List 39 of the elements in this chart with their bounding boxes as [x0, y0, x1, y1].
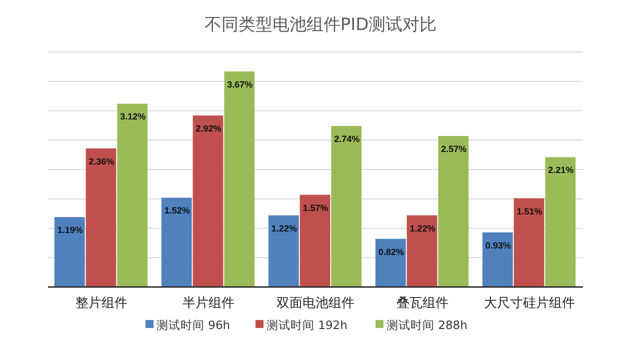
x-tick-label: 双面电池组件 [276, 296, 354, 311]
legend-label: 测试时间 192h [266, 318, 348, 332]
data-label: 0.93% [485, 240, 511, 250]
legend-label: 测试时间 96h [156, 318, 230, 332]
bar [545, 157, 576, 287]
data-label: 2.36% [88, 156, 114, 166]
bar [514, 198, 544, 287]
bar [224, 71, 255, 287]
data-label: 1.51% [516, 206, 542, 216]
bar [268, 215, 299, 287]
data-label: 2.21% [548, 165, 574, 176]
data-label: 2.74% [334, 134, 360, 144]
x-tick-label: 叠瓦组件 [396, 296, 448, 311]
data-label: 3.67% [227, 79, 253, 90]
bar [192, 115, 224, 287]
bar [482, 232, 513, 287]
bar [331, 126, 362, 287]
bar [438, 136, 469, 287]
data-label: 2.57% [441, 144, 467, 154]
data-label: 1.52% [164, 206, 190, 216]
x-tick-label: 大尺寸硅片组件 [484, 296, 575, 311]
data-label: 3.12% [120, 112, 146, 122]
bar [300, 194, 330, 287]
data-label: 2.92% [196, 123, 222, 134]
bar [54, 217, 85, 287]
chart-title: 不同类型电池组件PID测试对比 [204, 15, 437, 35]
data-label: 1.22% [271, 223, 297, 234]
bar [161, 198, 192, 287]
bar [375, 238, 406, 287]
bar [117, 104, 148, 287]
bar [86, 148, 116, 287]
bar [406, 215, 438, 287]
x-tick-label: 整片组件 [76, 296, 128, 311]
data-label: 1.22% [410, 223, 436, 234]
data-label: 1.19% [57, 225, 83, 236]
data-label: 0.82% [378, 246, 404, 257]
x-tick-label: 半片组件 [182, 296, 234, 311]
legend-label: 测试时间 288h [386, 318, 468, 332]
data-label: 1.57% [302, 202, 328, 213]
